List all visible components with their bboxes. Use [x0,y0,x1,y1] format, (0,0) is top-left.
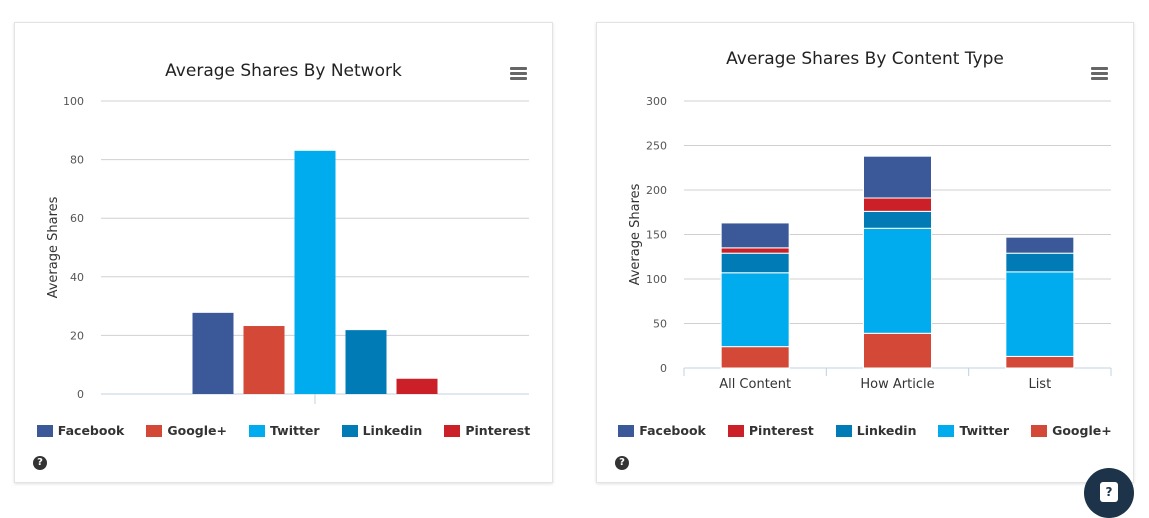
legend-swatch [341,424,358,437]
x-tick-label: How Article [860,377,934,392]
legend-item-google[interactable]: Google+ [1031,423,1112,438]
bar-pinterest [396,378,438,394]
help-button-label: ? [1100,482,1118,502]
chart-title: Average Shares By Content Type [726,49,1004,69]
legend-label: Pinterest [465,423,531,438]
legend-label: Linkedin [856,423,917,438]
legend-label: Google+ [1052,423,1112,438]
legend-item-facebook[interactable]: Facebook [618,423,706,438]
y-tick-label: 50 [653,318,667,331]
legend-item-pinterest[interactable]: Pinterest [727,423,814,438]
network-bar-chart: 0 20 40 60 80 100 Average Shares [46,95,529,404]
y-tick-label: 250 [646,140,667,153]
bar-segment-facebook [1005,236,1075,254]
bar-segment-pinterest [720,247,790,254]
y-tick-label: 60 [70,212,84,225]
legend-swatch [36,424,53,437]
bar-segment-linkedin [720,252,790,274]
hamburger-menu-icon[interactable] [510,67,527,81]
y-tick-label: 0 [77,388,84,401]
y-tick-label: 300 [646,95,667,108]
y-axis-title: Average Shares [46,196,61,298]
legend-swatch [618,424,635,437]
y-tick-label: 100 [646,273,667,286]
bar-segment-twitter [1005,271,1075,357]
bar-segment-google [720,346,790,369]
legend-item-twitter[interactable]: Twitter [249,423,320,438]
y-tick-label: 100 [63,95,84,108]
legend-swatch [727,424,744,437]
bar-segment-twitter [863,227,932,334]
y-tick-label: 150 [646,229,667,242]
question-circle-icon[interactable]: ? [33,456,47,470]
y-axis-title: Average Shares [628,183,643,285]
legend-item-linkedin[interactable]: Linkedin [835,423,917,438]
legend-swatch [938,424,955,437]
network-chart-panel: Average Shares By Network 0 20 40 60 80 100 Av… [14,22,553,483]
legend-swatch [146,424,163,437]
bar-segment-google [863,332,932,369]
hamburger-menu-icon[interactable] [1091,67,1108,81]
legend-item-pinterest[interactable]: Pinterest [444,423,530,438]
bar-segment-twitter [720,272,790,348]
y-tick-label: 20 [70,329,84,342]
bar-segment-pinterest [863,197,932,212]
legend: Facebook Pinterest Linkedin Twitter Google+ [597,423,1133,438]
legend: Facebook Google+ Twitter Linkedin Pinterest [15,423,552,438]
legend-label: Twitter [959,423,1010,438]
legend-swatch [835,424,852,437]
bar-segment-facebook [720,222,790,249]
y-tick-label: 40 [70,271,84,284]
legend-swatch [444,424,461,437]
legend-swatch [249,424,265,437]
legend-item-twitter[interactable]: Twitter [938,423,1009,438]
legend-label: Facebook [639,423,706,438]
legend-swatch [1031,424,1048,437]
chart-title: Average Shares By Network [165,61,402,81]
bar-google [243,326,285,394]
legend-label: Twitter [270,423,320,438]
y-tick-label: 80 [70,154,84,167]
legend-item-facebook[interactable]: Facebook [36,423,125,438]
bar-segment-linkedin [863,210,932,229]
legend-label: Pinterest [748,423,814,438]
bar-segment-google [1005,355,1075,369]
bar-linkedin [345,330,387,394]
y-tick-label: 0 [660,362,667,375]
help-chat-button[interactable]: ? [1084,468,1134,518]
bar-twitter [294,150,336,394]
y-tick-label: 200 [646,184,667,197]
x-tick-label: List [1028,377,1051,392]
legend-item-linkedin[interactable]: Linkedin [341,423,423,438]
bar-segment-linkedin [1005,252,1075,273]
content-type-chart-panel: Average Shares By Content Type 0 50 100 150… [596,22,1134,483]
question-circle-icon[interactable]: ? [615,456,629,470]
legend-item-google[interactable]: Google+ [146,423,227,438]
x-tick-label: All Content [719,377,791,392]
bar-facebook [192,312,234,394]
content-type-stacked-bar-chart: 0 50 100 150 200 250 300 Average Shares All Cont… [628,95,1112,392]
legend-label: Linkedin [362,423,423,438]
legend-label: Google+ [167,423,227,438]
legend-label: Facebook [57,423,125,438]
bar-segment-facebook [863,155,932,199]
